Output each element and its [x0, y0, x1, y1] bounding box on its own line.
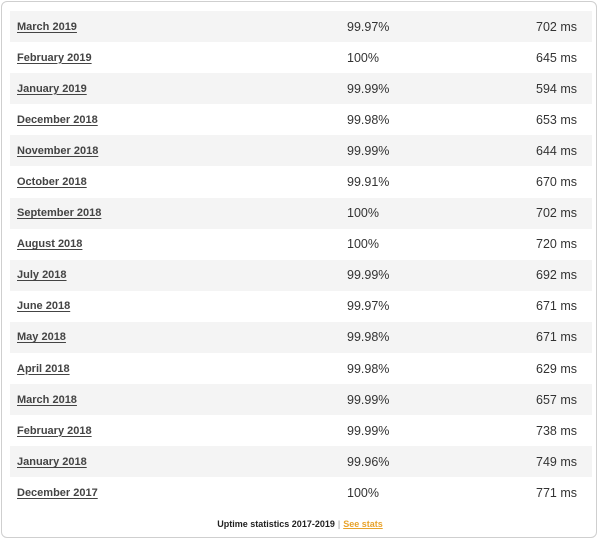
table-row: December 2018 99.98% 653 ms [10, 104, 592, 136]
response-time-value: 692 ms [536, 268, 577, 283]
table-row: February 2019 100% 645 ms [10, 42, 592, 74]
response-time-value: 671 ms [536, 330, 577, 345]
table-row: April 2018 99.98% 629 ms [10, 353, 592, 385]
table-row: July 2018 99.99% 692 ms [10, 259, 592, 291]
uptime-value: 100% [347, 50, 379, 65]
response-time-value: 594 ms [536, 81, 577, 96]
uptime-value: 99.99% [347, 81, 390, 96]
uptime-value: 99.98% [347, 330, 390, 345]
uptime-value: 99.99% [347, 143, 390, 158]
footer-separator: | [337, 519, 341, 529]
footer-caption: Uptime statistics 2017-2019 | See stats [2, 519, 596, 529]
uptime-value: 99.97% [347, 299, 390, 314]
uptime-value: 99.96% [347, 454, 390, 469]
uptime-value: 99.97% [347, 19, 390, 34]
table-row: August 2018 100% 720 ms [10, 228, 592, 260]
month-link[interactable]: July 2018 [17, 269, 67, 282]
response-time-value: 720 ms [536, 237, 577, 252]
table-row: October 2018 99.91% 670 ms [10, 166, 592, 198]
uptime-value: 99.91% [347, 175, 390, 190]
uptime-value: 99.98% [347, 112, 390, 127]
month-link[interactable]: June 2018 [17, 300, 71, 313]
response-time-value: 657 ms [536, 392, 577, 407]
table-row: January 2018 99.96% 749 ms [10, 446, 592, 478]
month-link[interactable]: September 2018 [17, 207, 102, 220]
month-link[interactable]: January 2019 [17, 82, 87, 95]
uptime-value: 99.99% [347, 392, 390, 407]
uptime-table: March 2019 99.97% 702 ms February 2019 1… [10, 11, 592, 509]
table-row: November 2018 99.99% 644 ms [10, 135, 592, 167]
footer-caption-text: Uptime statistics 2017-2019 [217, 519, 335, 529]
uptime-value: 100% [347, 237, 379, 252]
response-time-value: 653 ms [536, 112, 577, 127]
response-time-value: 749 ms [536, 454, 577, 469]
response-time-value: 644 ms [536, 143, 577, 158]
response-time-value: 670 ms [536, 175, 577, 190]
response-time-value: 771 ms [536, 485, 577, 500]
response-time-value: 702 ms [536, 206, 577, 221]
uptime-value: 100% [347, 485, 379, 500]
month-link[interactable]: February 2018 [17, 424, 92, 437]
month-link[interactable]: December 2018 [17, 113, 98, 126]
month-link[interactable]: March 2019 [17, 20, 77, 33]
table-row: June 2018 99.97% 671 ms [10, 290, 592, 322]
month-link[interactable]: December 2017 [17, 486, 98, 499]
response-time-value: 645 ms [536, 50, 577, 65]
month-link[interactable]: April 2018 [17, 362, 70, 375]
table-row: March 2018 99.99% 657 ms [10, 384, 592, 416]
month-link[interactable]: May 2018 [17, 331, 66, 344]
table-row: February 2018 99.99% 738 ms [10, 415, 592, 447]
uptime-value: 99.99% [347, 423, 390, 438]
month-link[interactable]: October 2018 [17, 176, 87, 189]
month-link[interactable]: March 2018 [17, 393, 77, 406]
uptime-value: 100% [347, 206, 379, 221]
table-row: September 2018 100% 702 ms [10, 197, 592, 229]
response-time-value: 702 ms [536, 19, 577, 34]
table-row: May 2018 99.98% 671 ms [10, 321, 592, 354]
uptime-value: 99.98% [347, 361, 390, 376]
month-link[interactable]: January 2018 [17, 455, 87, 468]
table-row: March 2019 99.97% 702 ms [10, 11, 592, 43]
month-link[interactable]: August 2018 [17, 238, 83, 251]
response-time-value: 671 ms [536, 299, 577, 314]
table-row: December 2017 100% 771 ms [10, 477, 592, 509]
month-link[interactable]: November 2018 [17, 144, 99, 157]
month-link[interactable]: February 2019 [17, 51, 92, 64]
response-time-value: 738 ms [536, 423, 577, 438]
table-row: January 2019 99.99% 594 ms [10, 73, 592, 105]
response-time-value: 629 ms [536, 361, 577, 376]
uptime-value: 99.99% [347, 268, 390, 283]
see-stats-link[interactable]: See stats [343, 519, 383, 529]
